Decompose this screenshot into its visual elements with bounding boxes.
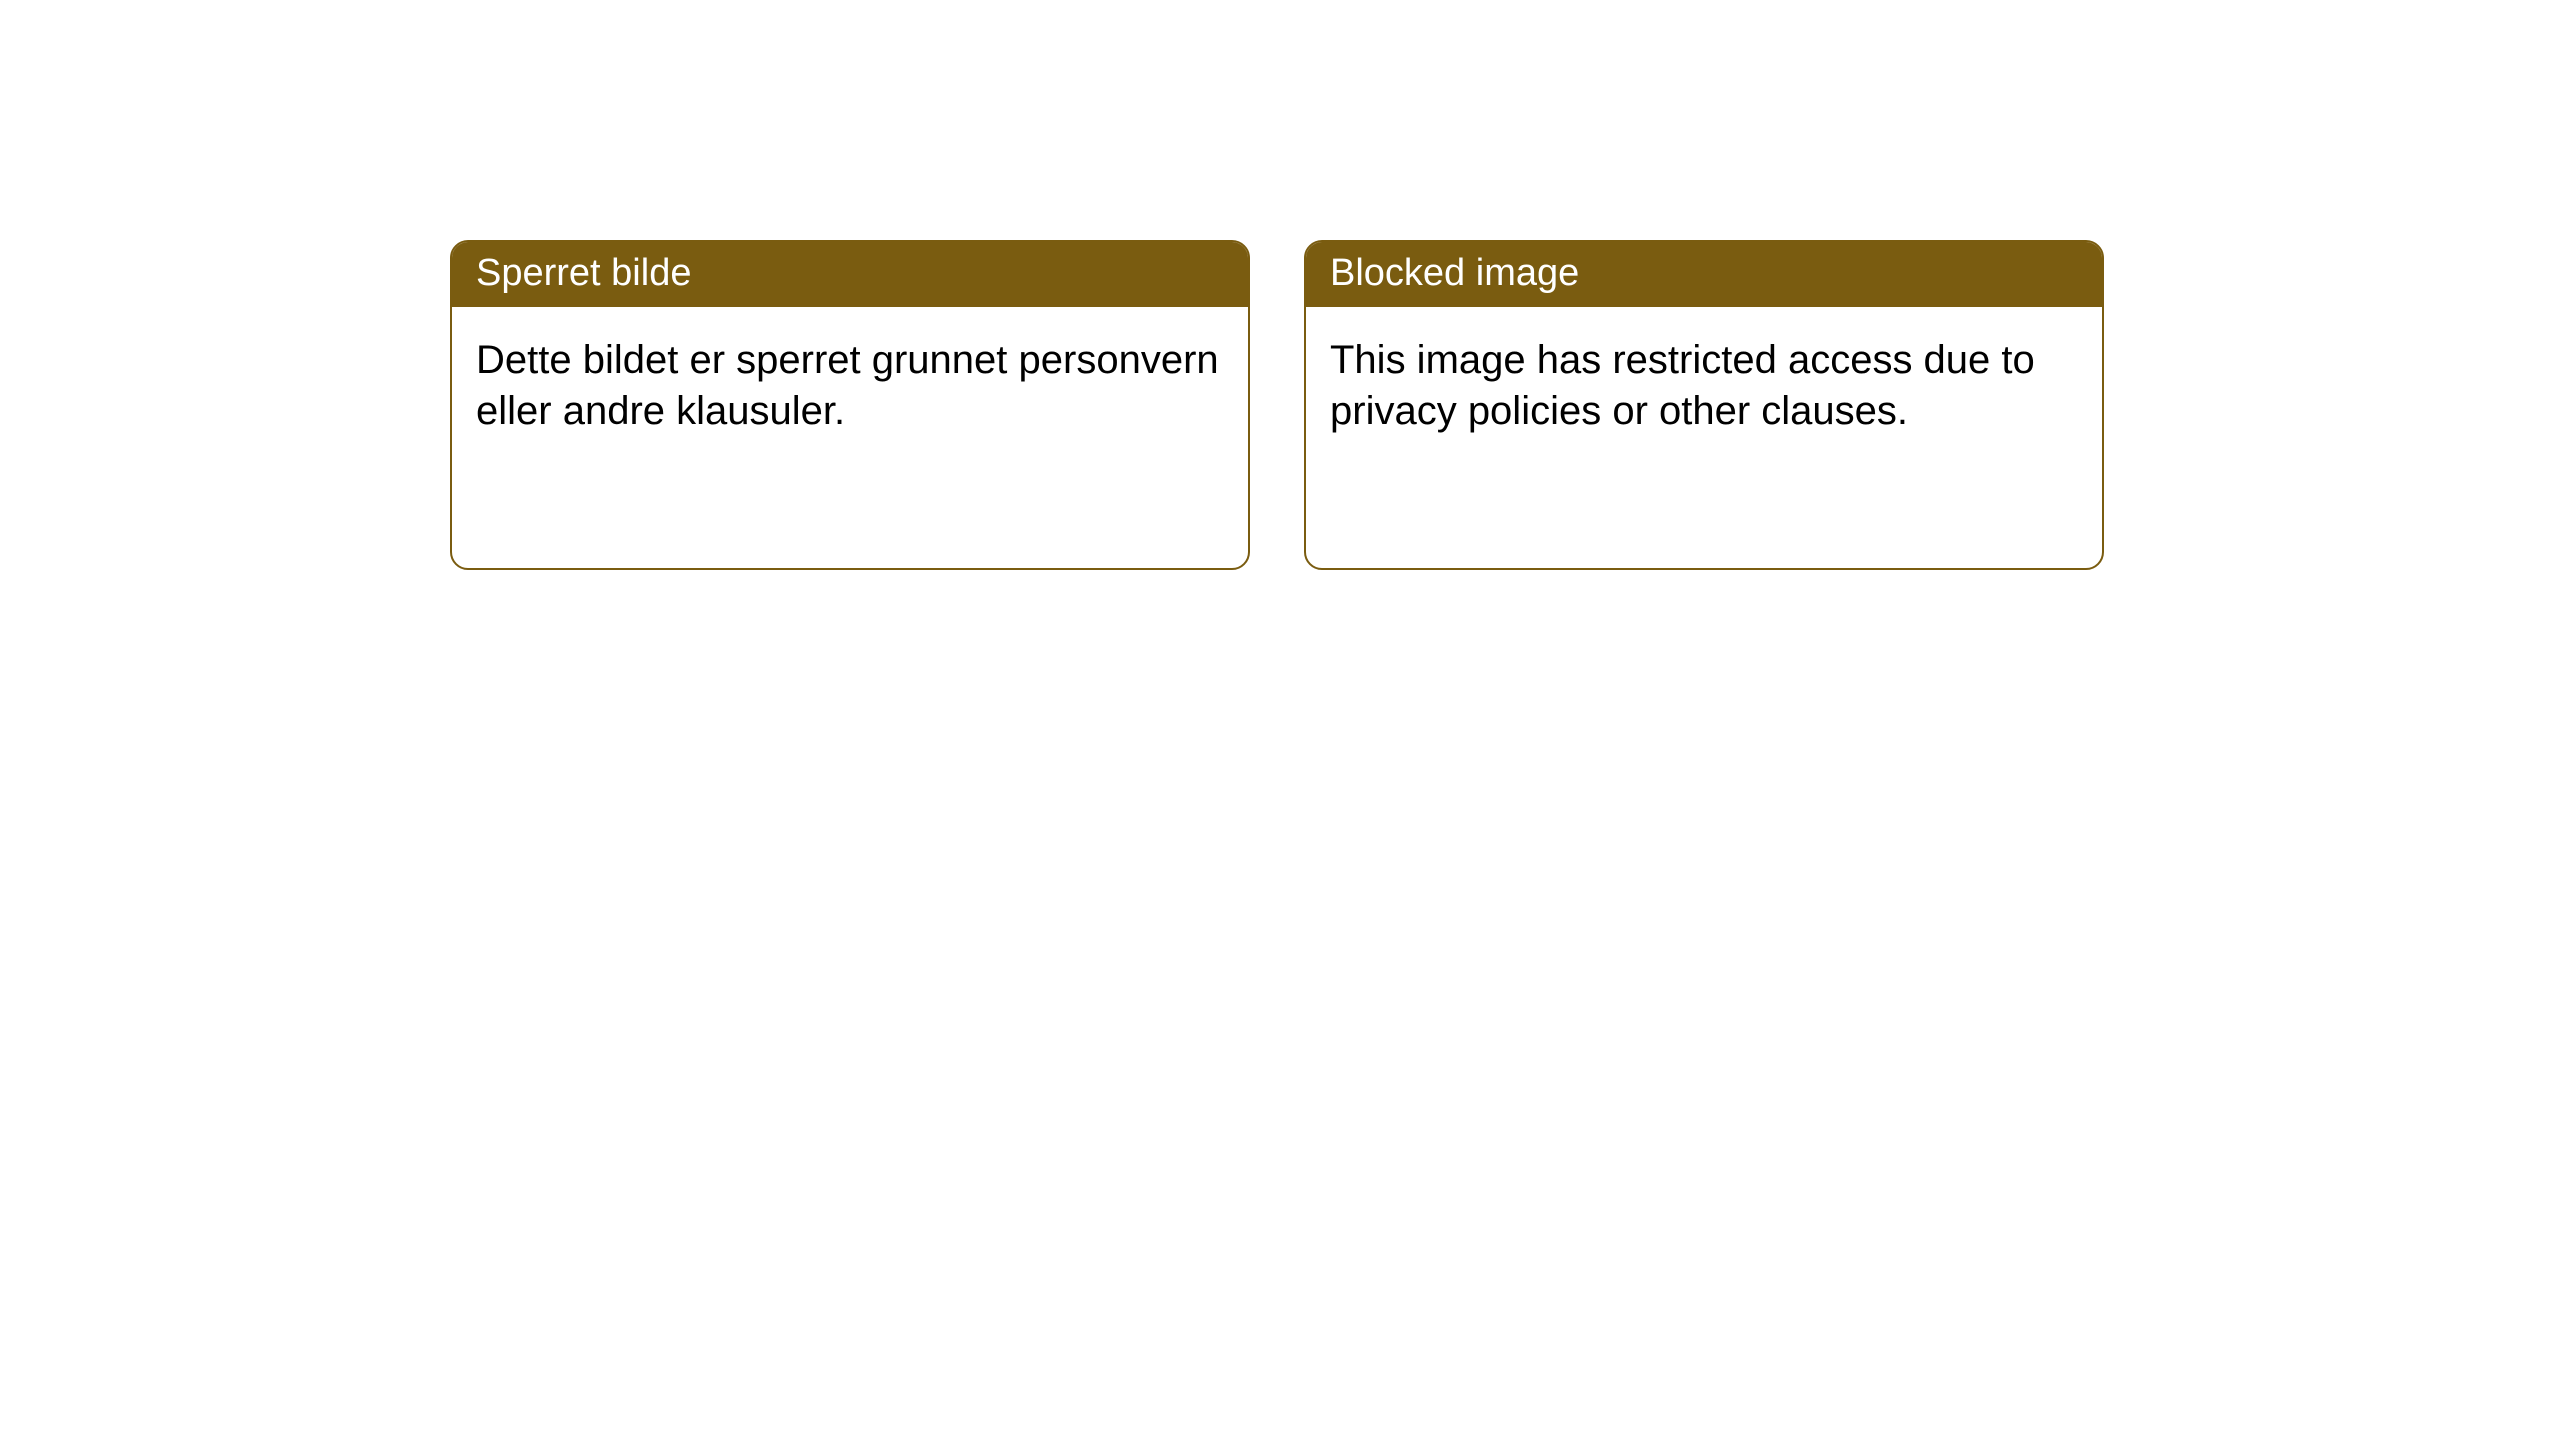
- card-body-no: Dette bildet er sperret grunnet personve…: [452, 307, 1248, 465]
- blocked-card-no: Sperret bilde Dette bildet er sperret gr…: [450, 240, 1250, 570]
- notice-container: Sperret bilde Dette bildet er sperret gr…: [0, 0, 2560, 570]
- card-body-en: This image has restricted access due to …: [1306, 307, 2102, 465]
- blocked-card-en: Blocked image This image has restricted …: [1304, 240, 2104, 570]
- card-header-no: Sperret bilde: [452, 242, 1248, 307]
- card-header-en: Blocked image: [1306, 242, 2102, 307]
